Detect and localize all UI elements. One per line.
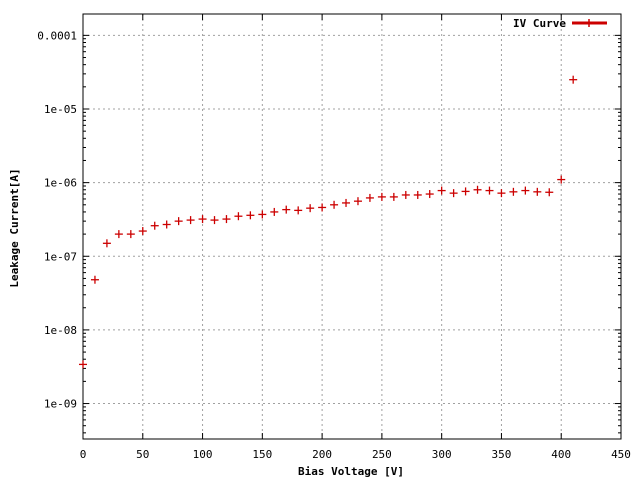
x-tick-label: 150 [252, 448, 272, 461]
plot-frame [82, 13, 622, 440]
x-tick-label: 450 [611, 448, 631, 461]
x-tick-label: 300 [432, 448, 452, 461]
data-point [294, 206, 303, 215]
data-point [270, 207, 279, 216]
data-point [521, 186, 530, 195]
data-point [473, 185, 482, 194]
x-tick-labels: 0 50 100 150 200 250 300 350 400 450 [80, 448, 631, 461]
data-point [377, 192, 386, 201]
data-point [198, 215, 207, 224]
data-point [497, 189, 506, 198]
data-points [79, 75, 578, 369]
data-point [509, 187, 518, 196]
data-point [569, 75, 578, 84]
data-point [401, 190, 410, 199]
data-point [79, 360, 87, 369]
data-point [150, 221, 159, 230]
data-point [186, 216, 195, 225]
data-point [246, 211, 255, 220]
data-point [557, 175, 566, 184]
data-point [485, 186, 494, 195]
data-point [234, 212, 243, 221]
data-point [114, 230, 123, 239]
legend: IV Curve [513, 17, 607, 30]
data-point [90, 275, 99, 284]
data-point [102, 239, 111, 248]
data-point [413, 190, 422, 199]
x-tick-label: 0 [80, 448, 87, 461]
legend-label: IV Curve [513, 17, 566, 30]
x-tick-label: 400 [551, 448, 571, 461]
data-point [210, 216, 219, 225]
data-point [342, 198, 351, 207]
data-point [425, 190, 434, 199]
data-point [258, 210, 267, 219]
data-point [533, 187, 542, 196]
data-point [222, 215, 231, 224]
data-point [449, 189, 458, 198]
x-tick-label: 200 [312, 448, 332, 461]
grid-lines [83, 14, 621, 439]
y-tick-label: 1e-09 [44, 398, 77, 411]
y-tick-label: 1e-08 [44, 324, 77, 337]
data-point [461, 187, 470, 196]
y-tick-label: 1e-06 [44, 177, 77, 190]
x-tick-label: 100 [193, 448, 213, 461]
y-tick-labels: 1e-09 1e-08 1e-07 1e-06 1e-05 0.0001 [37, 29, 77, 410]
data-point [162, 220, 171, 229]
data-point [389, 192, 398, 201]
data-point [138, 227, 147, 236]
data-point [282, 205, 291, 214]
x-axis-label: Bias Voltage [V] [298, 465, 404, 478]
axis-ticks [82, 14, 622, 439]
data-point [174, 217, 183, 226]
data-point [330, 200, 339, 209]
data-point [353, 197, 362, 206]
x-tick-label: 50 [136, 448, 149, 461]
y-tick-label: 0.0001 [37, 29, 77, 42]
x-tick-label: 250 [372, 448, 392, 461]
data-point [318, 203, 327, 212]
x-tick-label: 350 [492, 448, 512, 461]
data-point [545, 188, 554, 197]
data-point [365, 193, 374, 202]
y-tick-label: 1e-05 [44, 103, 77, 116]
data-point [126, 230, 135, 239]
data-point [437, 186, 446, 195]
data-point [306, 204, 315, 213]
y-axis-label: Leakage Current[A] [8, 168, 21, 287]
y-tick-label: 1e-07 [44, 250, 77, 263]
